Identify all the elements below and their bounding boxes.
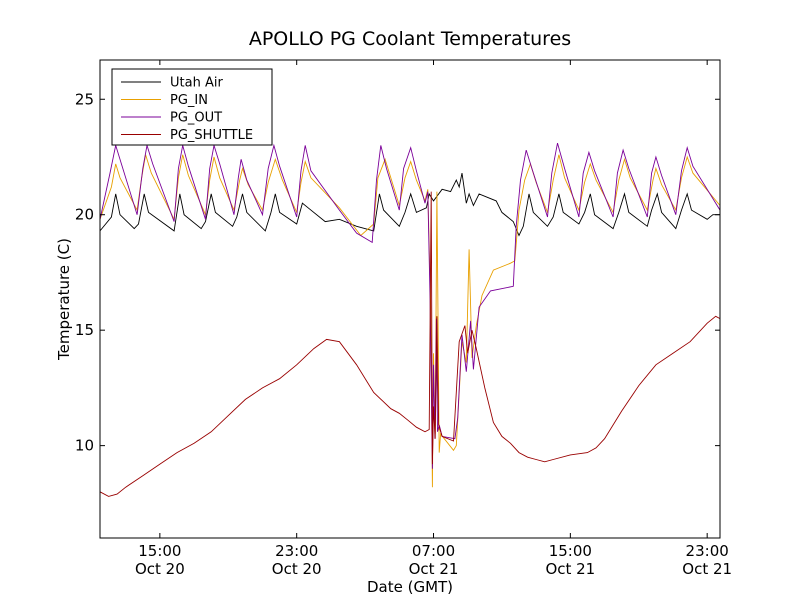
x-axis-label: Date (GMT) (367, 578, 453, 596)
x-tick-date-2: Oct 21 (409, 560, 459, 578)
legend-label-0: Utah Air (170, 76, 223, 91)
legend-label-3: PG_SHUTTLE (170, 128, 253, 143)
series-line-1 (99, 154, 721, 488)
legend: Utah Air PG_IN PG_OUT PG_SHUTTLE (111, 68, 273, 146)
plot-frame (99, 59, 721, 539)
chart-title: APOLLO PG Coolant Temperatures (249, 28, 571, 50)
x-tick-label-1: 23:00 (275, 542, 318, 560)
y-tick-label-3: 25 (75, 90, 94, 108)
series-layer (99, 142, 721, 497)
x-tick-label-2: 07:00 (412, 542, 455, 560)
x-tick-date-0: Oct 20 (135, 560, 185, 578)
y-tick-label-0: 10 (75, 437, 94, 455)
series-line-3 (99, 191, 721, 497)
x-tick-date-3: Oct 21 (545, 560, 595, 578)
y-tick-label-2: 20 (75, 206, 94, 224)
x-tick-label-0: 15:00 (138, 542, 181, 560)
legend-label-2: PG_OUT (170, 111, 222, 126)
x-tick-label-4: 23:00 (686, 542, 729, 560)
series-line-0 (99, 173, 720, 237)
y-tick-label-1: 15 (75, 321, 94, 339)
legend-label-1: PG_IN (170, 93, 208, 108)
series-line-2 (99, 142, 721, 469)
x-tick-label-3: 15:00 (549, 542, 592, 560)
x-tick-date-4: Oct 21 (682, 560, 732, 578)
y-axis-label: Temperature (C) (55, 238, 73, 361)
x-tick-date-1: Oct 20 (272, 560, 322, 578)
